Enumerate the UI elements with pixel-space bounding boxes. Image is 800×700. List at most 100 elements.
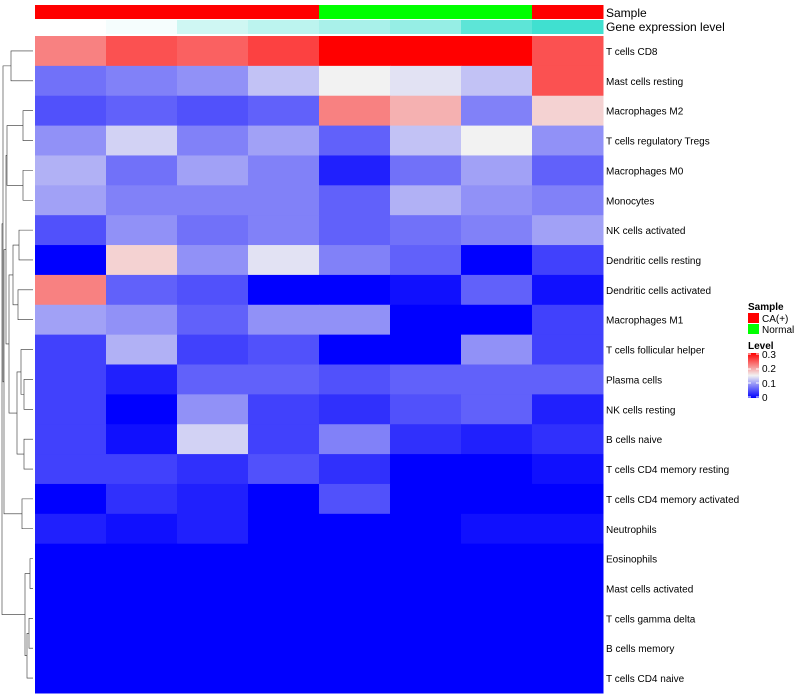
row-dendrogram: [1, 50, 33, 679]
sample-annot-cell: [461, 5, 533, 19]
row-label: Neutrophils: [606, 525, 657, 536]
heatmap-cell: [319, 633, 391, 664]
heatmap-cell: [390, 454, 462, 485]
heatmap-cell: [248, 36, 320, 67]
legend-tick-0.3: 0.3: [762, 350, 776, 361]
heatmap-cell: [248, 334, 320, 365]
heatmap-cell: [248, 633, 320, 664]
heatmap-cell: [35, 573, 107, 604]
row-label: Macrophages M0: [606, 166, 684, 177]
row-label: Mast cells activated: [606, 584, 693, 595]
heatmap-cell: [177, 573, 249, 604]
heatmap-cell: [106, 424, 178, 455]
legend-sample-title: Sample: [748, 302, 784, 313]
row-label: Dendritic cells resting: [606, 256, 701, 267]
heatmap-cell: [319, 513, 391, 545]
heatmap-cell: [106, 394, 178, 425]
heatmap-cell: [461, 543, 533, 575]
expression-annot-cell: [390, 20, 462, 34]
heatmap-cell: [106, 245, 178, 276]
heatmap-cell: [35, 95, 107, 127]
heatmap-cell: [532, 454, 604, 485]
heatmap-cell: [106, 155, 178, 186]
heatmap-cell: [177, 483, 249, 515]
row-label: NK cells resting: [606, 405, 675, 416]
heatmap-cell: [106, 36, 178, 67]
heatmap-cell: [319, 454, 391, 485]
heatmap-cell: [35, 633, 107, 664]
row-label: Monocytes: [606, 196, 654, 207]
heatmap-cell: [319, 155, 391, 186]
heatmap-cell: [248, 364, 320, 395]
heatmap-cell: [390, 394, 462, 425]
heatmap-cell: [532, 424, 604, 455]
heatmap-cell: [106, 483, 178, 515]
expression-annot-cell: [248, 20, 320, 34]
heatmap-cell: [35, 245, 107, 276]
row-label: Eosinophils: [606, 555, 657, 566]
row-label: T cells CD4 naive: [606, 674, 685, 685]
heatmap-cell: [177, 334, 249, 365]
heatmap-cell: [390, 573, 462, 604]
heatmap-cell: [35, 424, 107, 455]
heatmap-cell: [248, 573, 320, 604]
heatmap-cell: [248, 394, 320, 425]
heatmap-cell: [248, 424, 320, 455]
heatmap-cell: [248, 483, 320, 515]
heatmap-cell: [35, 185, 107, 216]
heatmap-cell: [106, 334, 178, 365]
legend-label-ca: CA(+): [762, 314, 788, 325]
heatmap-cell: [106, 603, 178, 634]
heatmap-cell: [248, 245, 320, 276]
heatmap-cell: [532, 304, 604, 336]
heatmap-cell: [461, 334, 533, 365]
heatmap-cell: [248, 304, 320, 336]
heatmap-cell: [248, 274, 320, 306]
heatmap-cell: [319, 394, 391, 425]
heatmap-cell: [319, 573, 391, 604]
heatmap-cell: [532, 125, 604, 156]
heatmap-cell: [532, 663, 604, 694]
heatmap-cell: [390, 155, 462, 186]
heatmap-cell: [390, 274, 462, 306]
heatmap-cell: [319, 215, 391, 246]
sample-annot-cell: [177, 5, 249, 19]
row-label: Dendritic cells activated: [606, 286, 711, 297]
heatmap-cell: [461, 215, 533, 246]
heatmap-cell: [106, 304, 178, 336]
heatmap-cell: [177, 424, 249, 455]
heatmap-cell: [319, 185, 391, 216]
heatmap-cell: [177, 364, 249, 395]
heatmap-cell: [106, 185, 178, 216]
heatmap-cell: [177, 543, 249, 575]
heatmap-cell: [390, 543, 462, 575]
heatmap-cell: [35, 513, 107, 545]
heatmap-cell: [177, 215, 249, 246]
heatmap-cell: [177, 513, 249, 545]
heatmap-cell: [461, 424, 533, 455]
heatmap-cell: [177, 454, 249, 485]
heatmap-cell: [461, 454, 533, 485]
heatmap-cell: [532, 483, 604, 515]
heatmap-cell: [532, 394, 604, 425]
row-label: T cells CD4 memory resting: [606, 465, 729, 476]
heatmap-cell: [390, 36, 462, 67]
heatmap-cell: [177, 65, 249, 97]
heatmap-cell: [532, 36, 604, 67]
expression-track-label: Gene expression level: [606, 20, 725, 34]
heatmap-cell: [177, 36, 249, 67]
heatmap-cell: [390, 334, 462, 365]
heatmap-cell: [390, 603, 462, 634]
heatmap-cell: [532, 573, 604, 604]
heatmap-cell: [35, 155, 107, 186]
heatmap-cell: [248, 663, 320, 694]
legend-tick-0: 0: [762, 393, 768, 404]
heatmap-cell: [248, 65, 320, 97]
row-label: Macrophages M1: [606, 316, 684, 327]
heatmap-cell: [532, 245, 604, 276]
heatmap-cell: [461, 274, 533, 306]
heatmap-cell: [319, 483, 391, 515]
heatmap-cell: [106, 573, 178, 604]
heatmap-cell: [461, 483, 533, 515]
legend: Sample CA(+) Normal Level 0.3 0.2 0.1 0: [748, 302, 794, 404]
